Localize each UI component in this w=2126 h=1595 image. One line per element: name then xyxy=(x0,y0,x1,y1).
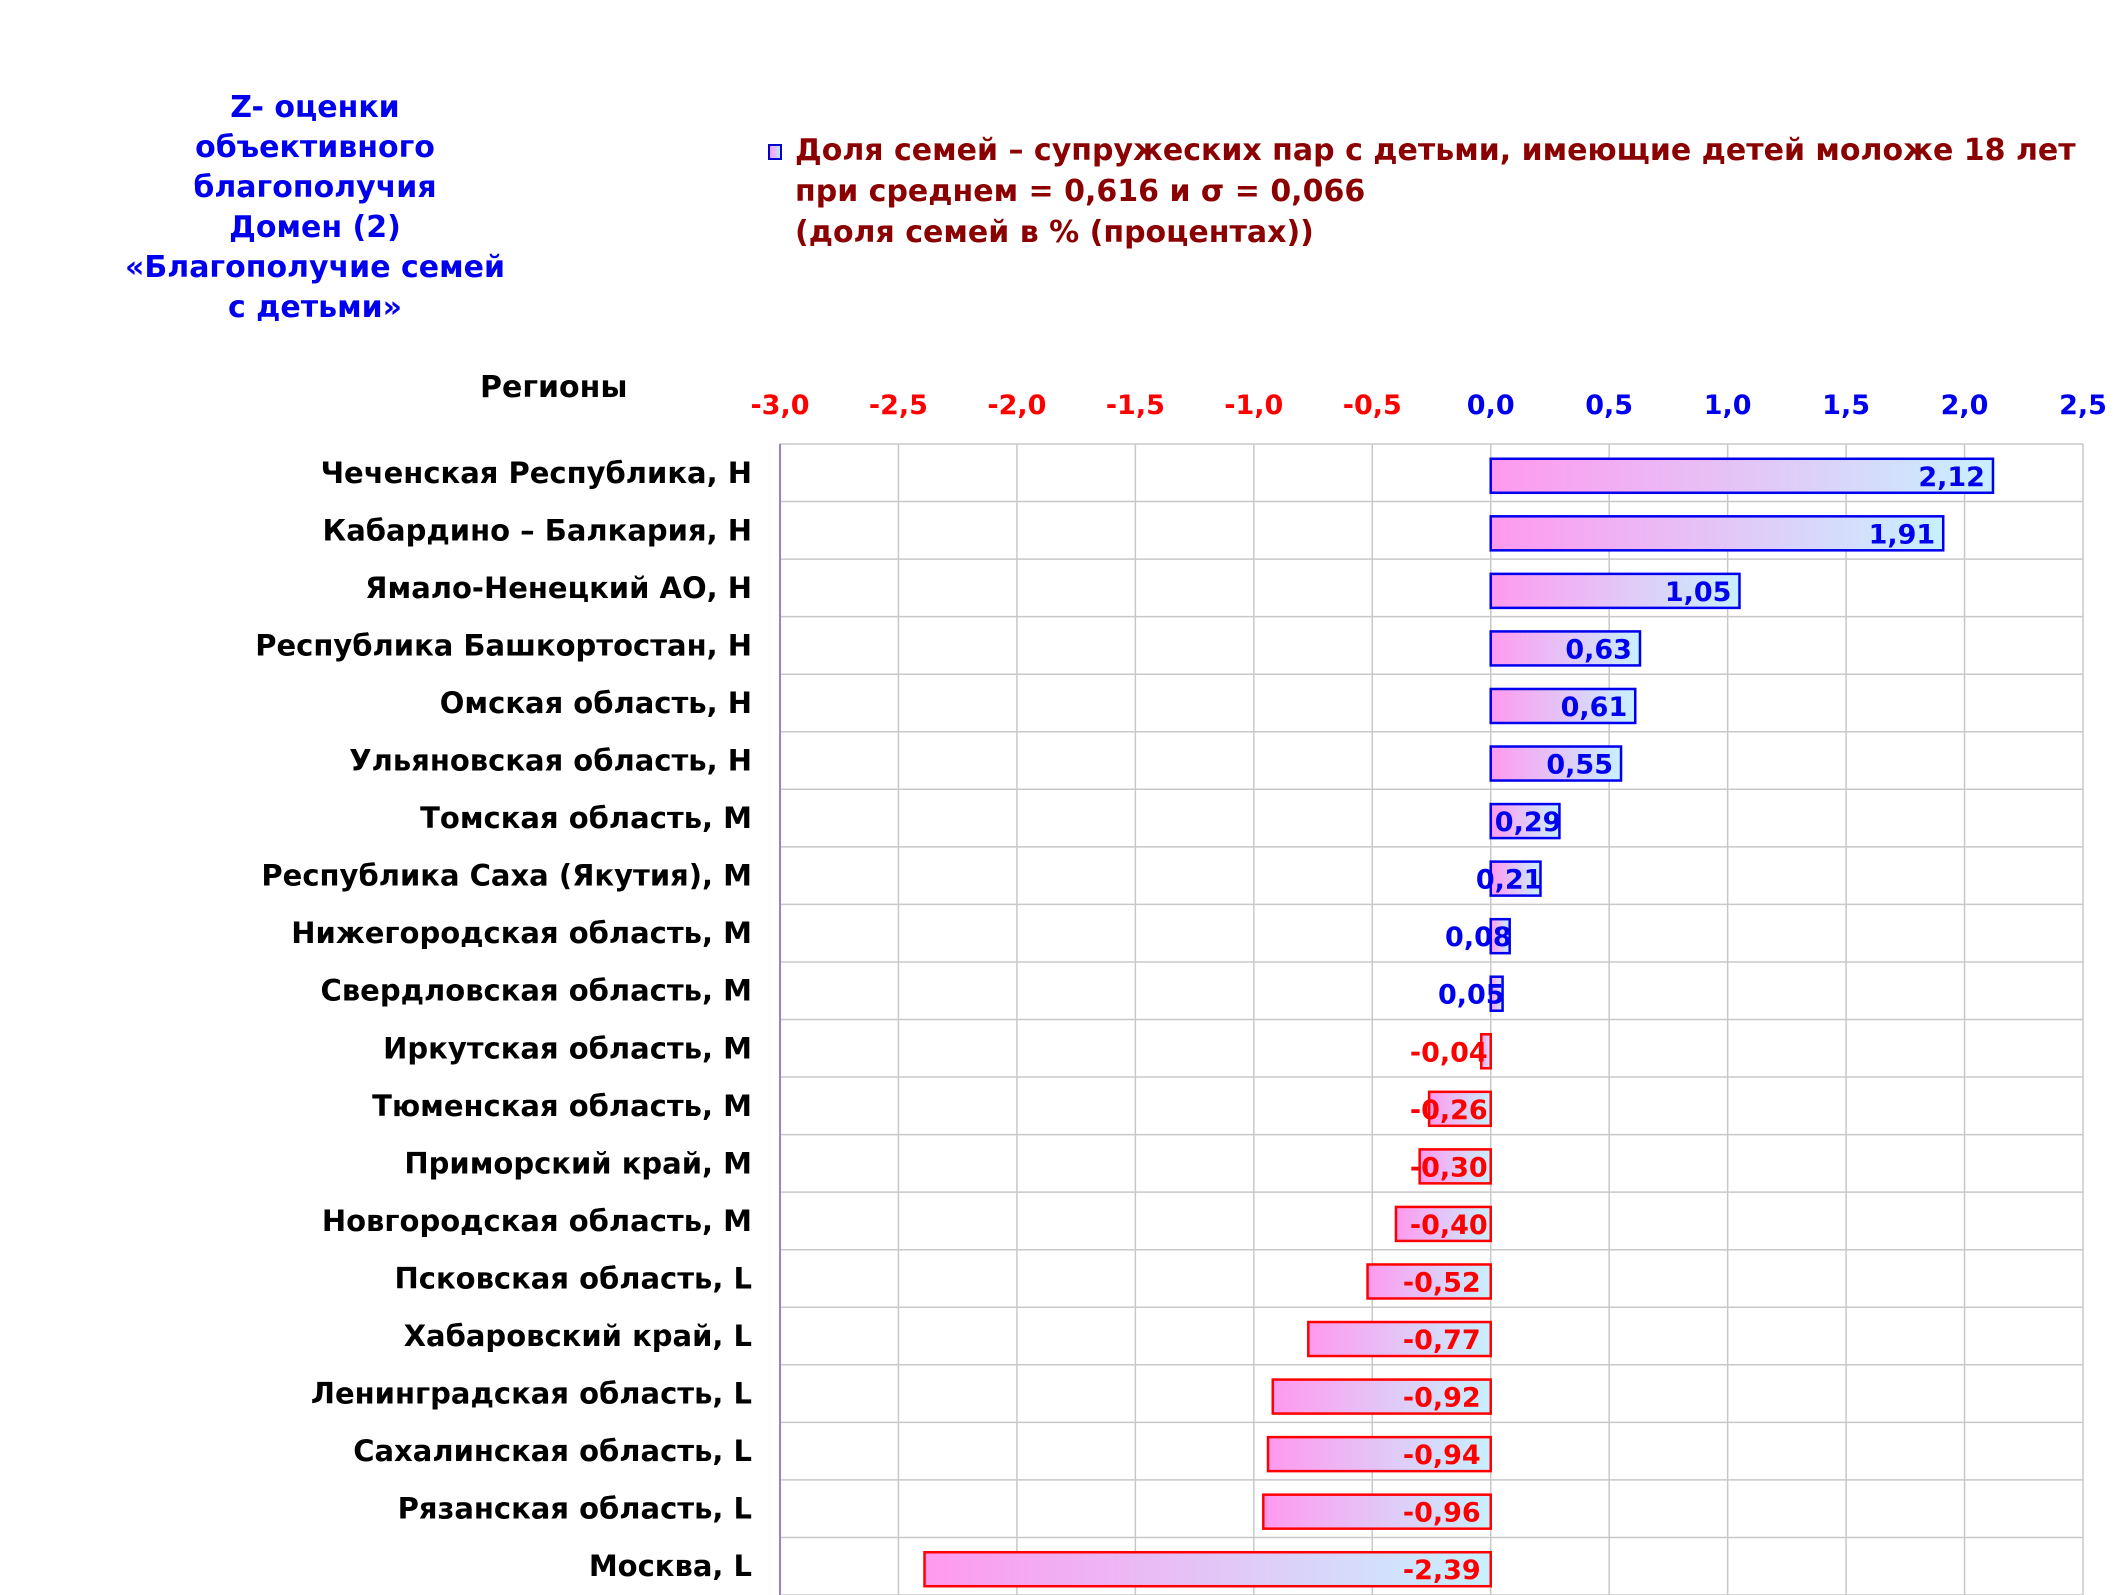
bar xyxy=(1489,457,1995,495)
category-label: Псковская область, L xyxy=(395,1261,753,1295)
side-title-line: с детьми» xyxy=(227,290,403,325)
category-label: Ленинградская область, L xyxy=(311,1377,752,1411)
category-label: Республика Саха (Якутия), M xyxy=(261,859,752,893)
category-label: Рязанская область, L xyxy=(398,1492,752,1526)
bar-value-label: -0,52 xyxy=(1403,1267,1481,1298)
bar xyxy=(1489,802,1561,840)
value-labels: 2,12 1,91 1,05 0,63 0,61 0,55 0,29 0,21 0,08 0,05… xyxy=(1403,462,1985,1586)
bar-value-label: -0,04 xyxy=(1410,1037,1488,1068)
bar xyxy=(1480,1033,1492,1070)
category-label: Ямало-Ненецкий АО, H xyxy=(365,571,752,605)
x-tick-label: 0,0 xyxy=(1467,390,1515,421)
category-label: Ульяновская область, H xyxy=(349,744,752,778)
bar-value-label: -0,30 xyxy=(1410,1152,1488,1183)
category-label: Москва, L xyxy=(589,1549,752,1583)
category-label: Томская область, M xyxy=(420,801,752,835)
category-axis-header: Регионы xyxy=(480,370,628,405)
x-tick-label: -2,5 xyxy=(869,390,928,421)
side-title-line: Домен (2) xyxy=(229,210,401,245)
category-label: Иркутская область, M xyxy=(383,1031,752,1065)
bar xyxy=(1366,1263,1492,1300)
category-labels: Чеченская Республика, H Кабардино – Балка… xyxy=(255,456,752,1583)
x-axis-ticks: -3,0 -2,5 -2,0 -1,5 -1,0 -0,5 0,0 0,5 1,0 1,5 2,0 2… xyxy=(750,390,2106,421)
x-tick-label: -0,5 xyxy=(1343,390,1402,421)
bar-value-label: 0,08 xyxy=(1445,922,1512,953)
bar-value-label: 1,91 xyxy=(1869,519,1936,550)
x-tick-label: -1,0 xyxy=(1224,390,1283,421)
legend-entry: Доля семей – супружеских пар с детьми, и… xyxy=(760,130,2076,171)
category-label: Чеченская Республика, H xyxy=(321,456,752,490)
bar xyxy=(1418,1148,1492,1185)
category-label: Хабаровский край, L xyxy=(404,1319,752,1353)
category-label: Приморский край, M xyxy=(404,1146,752,1180)
bar xyxy=(1489,515,1945,552)
bar xyxy=(1271,1378,1492,1415)
bar-value-label: -2,39 xyxy=(1403,1555,1481,1586)
bar xyxy=(1489,687,1637,725)
legend: Доля семей – супружеских пар с детьми, и… xyxy=(760,130,2076,253)
bar xyxy=(1489,745,1623,782)
bar-value-label: -0,92 xyxy=(1403,1383,1481,1414)
bar-value-label: -0,77 xyxy=(1403,1325,1481,1356)
category-label: Нижегородская область, M xyxy=(291,916,752,950)
x-tick-label: -2,0 xyxy=(987,390,1046,421)
category-label: Новгородская область, M xyxy=(322,1204,752,1238)
bar-value-label: 2,12 xyxy=(1918,462,1985,493)
bar xyxy=(1489,572,1741,610)
bar xyxy=(923,1550,1492,1588)
bar xyxy=(1394,1205,1492,1243)
x-tick-label: -3,0 xyxy=(750,390,809,421)
category-label: Свердловская область, M xyxy=(321,974,752,1008)
legend-swatch xyxy=(768,144,782,160)
bar xyxy=(1489,860,1542,897)
category-label: Сахалинская область, L xyxy=(353,1434,752,1468)
side-title-line: объективного xyxy=(195,130,435,165)
side-title-line: Z- оценки xyxy=(230,90,400,125)
bar-value-label: 0,21 xyxy=(1476,865,1543,896)
bar-value-label: -0,26 xyxy=(1410,1095,1488,1126)
x-tick-label: 0,5 xyxy=(1585,390,1633,421)
bar xyxy=(1266,1435,1492,1473)
chart-side-title: Z- оценки объективного благополучия Доме… xyxy=(95,88,535,328)
x-tick-label: 1,5 xyxy=(1822,390,1870,421)
bar xyxy=(1489,630,1642,667)
bar-value-label: 0,61 xyxy=(1561,692,1628,723)
x-tick-label: 2,0 xyxy=(1941,390,1989,421)
bars xyxy=(923,457,1995,1588)
bar-value-label: 0,55 xyxy=(1546,750,1613,781)
bar-value-label: -0,94 xyxy=(1403,1440,1481,1471)
bar xyxy=(1427,1090,1492,1128)
bar xyxy=(1262,1493,1492,1530)
legend-line: при среднем = 0,616 и σ = 0,066 xyxy=(795,174,1366,209)
bar xyxy=(1489,917,1511,955)
category-label: Республика Башкортостан, H xyxy=(255,628,752,662)
bar-value-label: 0,05 xyxy=(1438,980,1505,1011)
bar-value-label: -0,40 xyxy=(1410,1210,1488,1241)
legend-line: Доля семей – супружеских пар с детьми, и… xyxy=(795,133,2076,168)
side-title-line: «Благополучие семей xyxy=(124,250,506,285)
x-tick-label: -1,5 xyxy=(1106,390,1165,421)
bar-value-label: 0,63 xyxy=(1565,634,1632,665)
bar xyxy=(1489,975,1504,1012)
grid xyxy=(779,443,2084,1595)
x-tick-label: 2,5 xyxy=(2059,390,2107,421)
category-label: Омская область, H xyxy=(440,686,752,720)
bar xyxy=(1307,1320,1492,1358)
bar-value-label: 0,29 xyxy=(1495,807,1562,838)
bar-value-label: -0,96 xyxy=(1403,1498,1481,1529)
bar-value-label: 1,05 xyxy=(1665,577,1732,608)
category-label: Тюменская область, M xyxy=(372,1089,752,1123)
x-tick-label: 1,0 xyxy=(1704,390,1752,421)
legend-line: (доля семей в % (процентах)) xyxy=(795,215,1314,250)
category-label: Кабардино – Балкария, H xyxy=(323,513,753,547)
side-title-line: благополучия xyxy=(193,170,437,205)
